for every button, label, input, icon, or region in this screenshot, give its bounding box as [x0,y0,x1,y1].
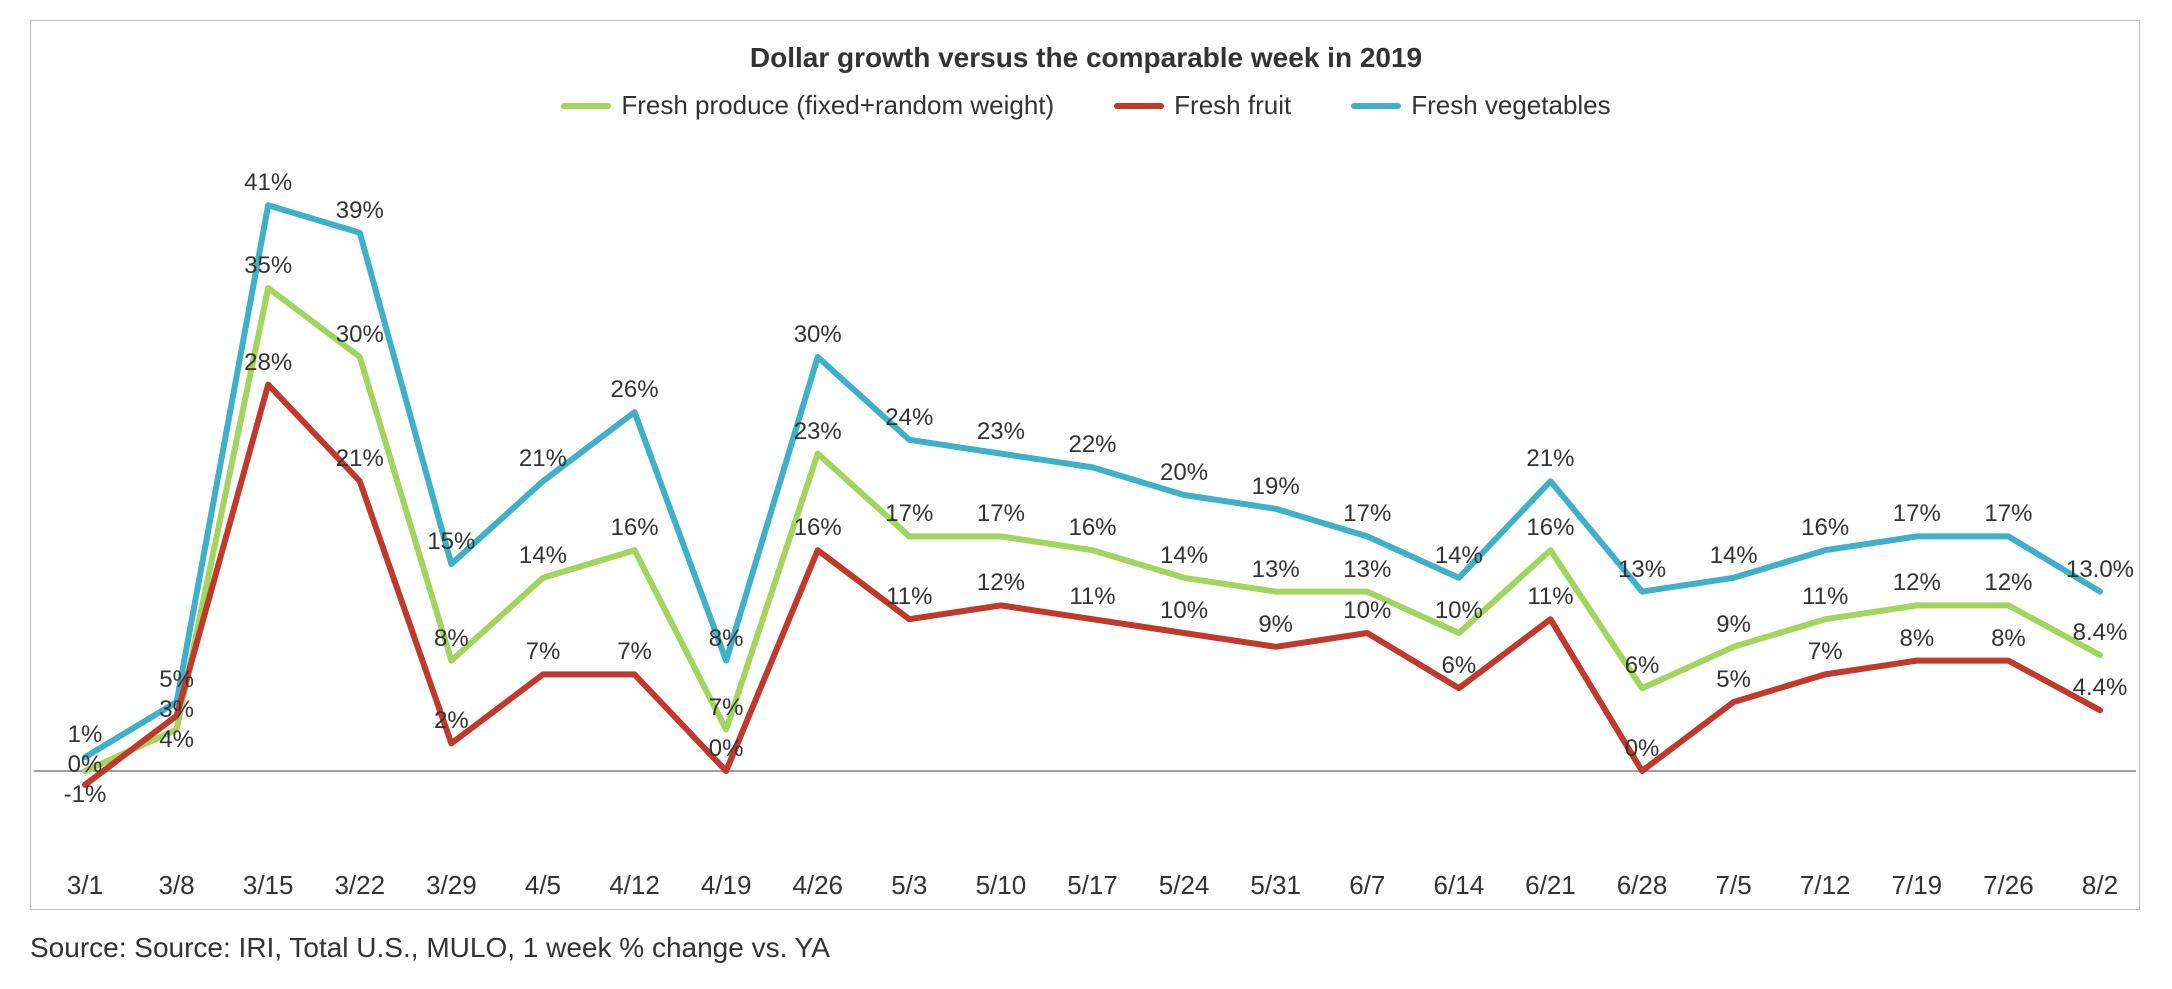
data-label: 7% [526,638,561,666]
data-label: 8% [1991,625,2026,653]
source-line: Source: Source: IRI, Total U.S., MULO, 1… [30,932,830,964]
x-tick-label: 4/19 [701,870,752,901]
x-tick-label: 6/28 [1617,870,1668,901]
data-label: 20% [1160,459,1208,487]
x-tick-label: 5/3 [891,870,927,901]
data-label: 6% [1442,652,1477,680]
x-tick-label: 6/14 [1434,870,1485,901]
x-tick-label: 7/12 [1800,870,1851,901]
data-label: 10% [1343,597,1391,625]
x-tick-label: 5/24 [1159,870,1210,901]
data-label: 23% [977,418,1025,446]
data-label: 30% [336,321,384,349]
data-label: 17% [1893,500,1941,528]
data-label: 14% [1710,542,1758,570]
data-label: 8% [434,625,469,653]
data-label: 14% [519,542,567,570]
data-label: 5% [1716,666,1751,694]
x-tick-label: 8/2 [2082,870,2118,901]
data-label: 17% [1984,500,2032,528]
x-tick-label: 6/7 [1349,870,1385,901]
data-label: 17% [1343,500,1391,528]
data-label: 7% [709,694,744,722]
data-label: 8% [1899,625,1934,653]
x-tick-label: 7/5 [1716,870,1752,901]
data-label: 10% [1160,597,1208,625]
x-tick-label: 5/31 [1250,870,1301,901]
data-label: 0% [709,735,744,763]
data-label: 21% [519,445,567,473]
x-tick-label: 3/1 [67,870,103,901]
data-label: 16% [1801,514,1849,542]
data-label: 35% [244,252,292,280]
data-label: 17% [977,500,1025,528]
data-label: 3% [159,696,194,724]
data-label: -1% [64,781,107,809]
x-tick-label: 6/21 [1525,870,1576,901]
data-label: 2% [434,707,469,735]
x-tick-label: 3/22 [334,870,385,901]
data-label: 0% [1625,735,1660,763]
x-tick-label: 7/26 [1983,870,2034,901]
data-label: 1% [68,721,103,749]
data-label: 39% [336,197,384,225]
x-tick-label: 3/8 [159,870,195,901]
data-label: 19% [1252,473,1300,501]
data-label: 16% [1068,514,1116,542]
x-tick-label: 4/12 [609,870,660,901]
data-label: 11% [1527,583,1573,611]
data-label: 7% [1808,638,1843,666]
data-label: 9% [1258,611,1293,639]
data-label: 13.0% [2066,556,2134,584]
data-label: 11% [1802,583,1848,611]
data-label: 16% [1526,514,1574,542]
data-label: 11% [886,583,932,611]
x-tick-label: 5/10 [976,870,1027,901]
data-label: 5% [159,666,194,694]
data-label: 16% [611,514,659,542]
data-label: 17% [885,500,933,528]
data-label: 13% [1618,556,1666,584]
x-tick-label: 4/26 [792,870,843,901]
data-label: 14% [1160,542,1208,570]
data-label: 16% [794,514,842,542]
data-label: 21% [1526,445,1574,473]
x-tick-label: 3/29 [426,870,477,901]
data-label: 15% [427,528,475,556]
chart-svg [0,0,2172,989]
x-tick-label: 5/17 [1067,870,1118,901]
data-label: 9% [1716,611,1751,639]
data-label: 8.4% [2073,619,2128,647]
data-label: 30% [794,321,842,349]
data-label: 41% [244,169,292,197]
x-tick-label: 3/15 [243,870,294,901]
data-label: 12% [1893,569,1941,597]
data-label: 6% [1625,652,1660,680]
data-label: 4.4% [2073,674,2128,702]
data-label: 14% [1435,542,1483,570]
series-line-veg [85,205,2100,757]
data-label: 4% [159,726,194,754]
x-tick-label: 4/5 [525,870,561,901]
data-label: 12% [1984,569,2032,597]
data-label: 21% [336,445,384,473]
data-label: 26% [611,376,659,404]
data-label: 13% [1252,556,1300,584]
data-label: 24% [885,404,933,432]
data-label: 12% [977,569,1025,597]
data-label: 8% [709,625,744,653]
data-label: 23% [794,418,842,446]
data-label: 10% [1435,597,1483,625]
chart-container: Dollar growth versus the comparable week… [0,0,2172,989]
data-label: 28% [244,349,292,377]
x-tick-label: 7/19 [1892,870,1943,901]
data-label: 0% [68,751,103,779]
data-label: 7% [617,638,652,666]
data-label: 22% [1068,431,1116,459]
data-label: 13% [1343,556,1391,584]
data-label: 11% [1069,583,1115,611]
